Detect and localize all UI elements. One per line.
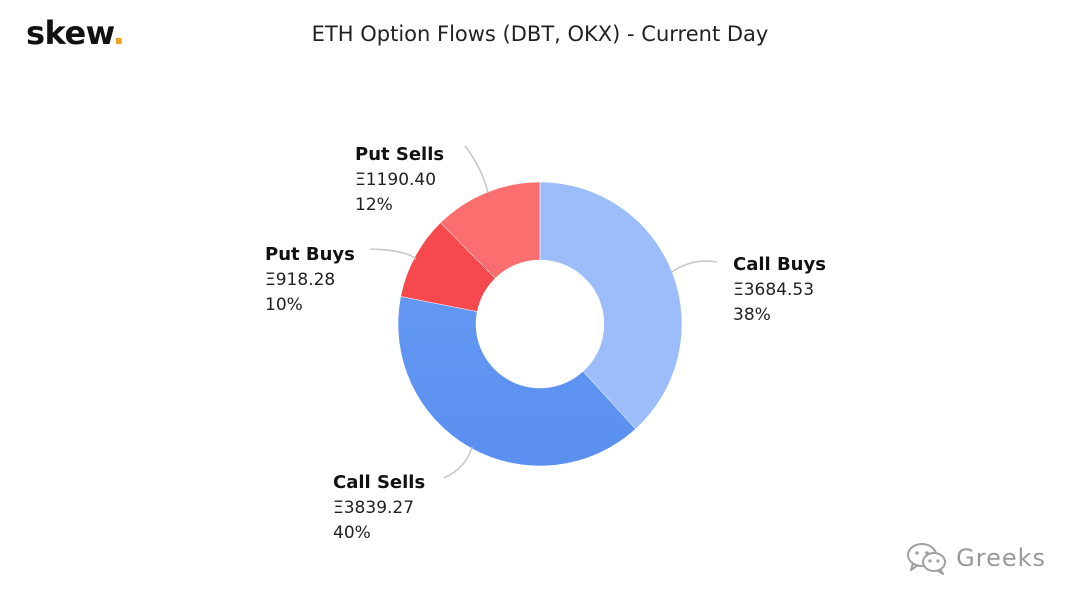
label-percent-put-sells: 12% xyxy=(355,195,393,215)
label-percent-call-buys: 38% xyxy=(733,305,771,325)
label-value-call-buys: Ξ3684.53 xyxy=(733,280,814,300)
connector-call-buys xyxy=(671,260,718,273)
watermark-text: Greeks xyxy=(956,544,1046,572)
slice-put-sells xyxy=(440,181,541,279)
logo-dot: . xyxy=(112,14,125,52)
chart-title: ETH Option Flows (DBT, OKX) - Current Da… xyxy=(311,22,769,46)
connector-call-sells xyxy=(443,446,473,479)
wechat-icon xyxy=(907,543,947,575)
label-name-call-sells: Call Sells xyxy=(333,472,425,493)
logo-text: skew xyxy=(26,14,113,52)
label-name-put-sells: Put Sells xyxy=(355,144,444,165)
label-value-call-sells: Ξ3839.27 xyxy=(333,498,414,518)
label-percent-put-buys: 10% xyxy=(265,295,303,315)
label-percent-call-sells: 40% xyxy=(333,523,371,543)
connector-put-buys xyxy=(369,248,417,260)
watermark: Greeks xyxy=(906,541,1046,575)
label-name-put-buys: Put Buys xyxy=(265,244,355,265)
connector-put-sells xyxy=(464,145,489,194)
skew-logo: skew. xyxy=(26,14,125,52)
slice-call-buys xyxy=(539,181,683,430)
label-value-put-buys: Ξ918.28 xyxy=(265,270,335,290)
label-value-put-sells: Ξ1190.40 xyxy=(355,170,436,190)
label-name-call-buys: Call Buys xyxy=(733,254,826,275)
slice-call-sells xyxy=(397,296,636,467)
